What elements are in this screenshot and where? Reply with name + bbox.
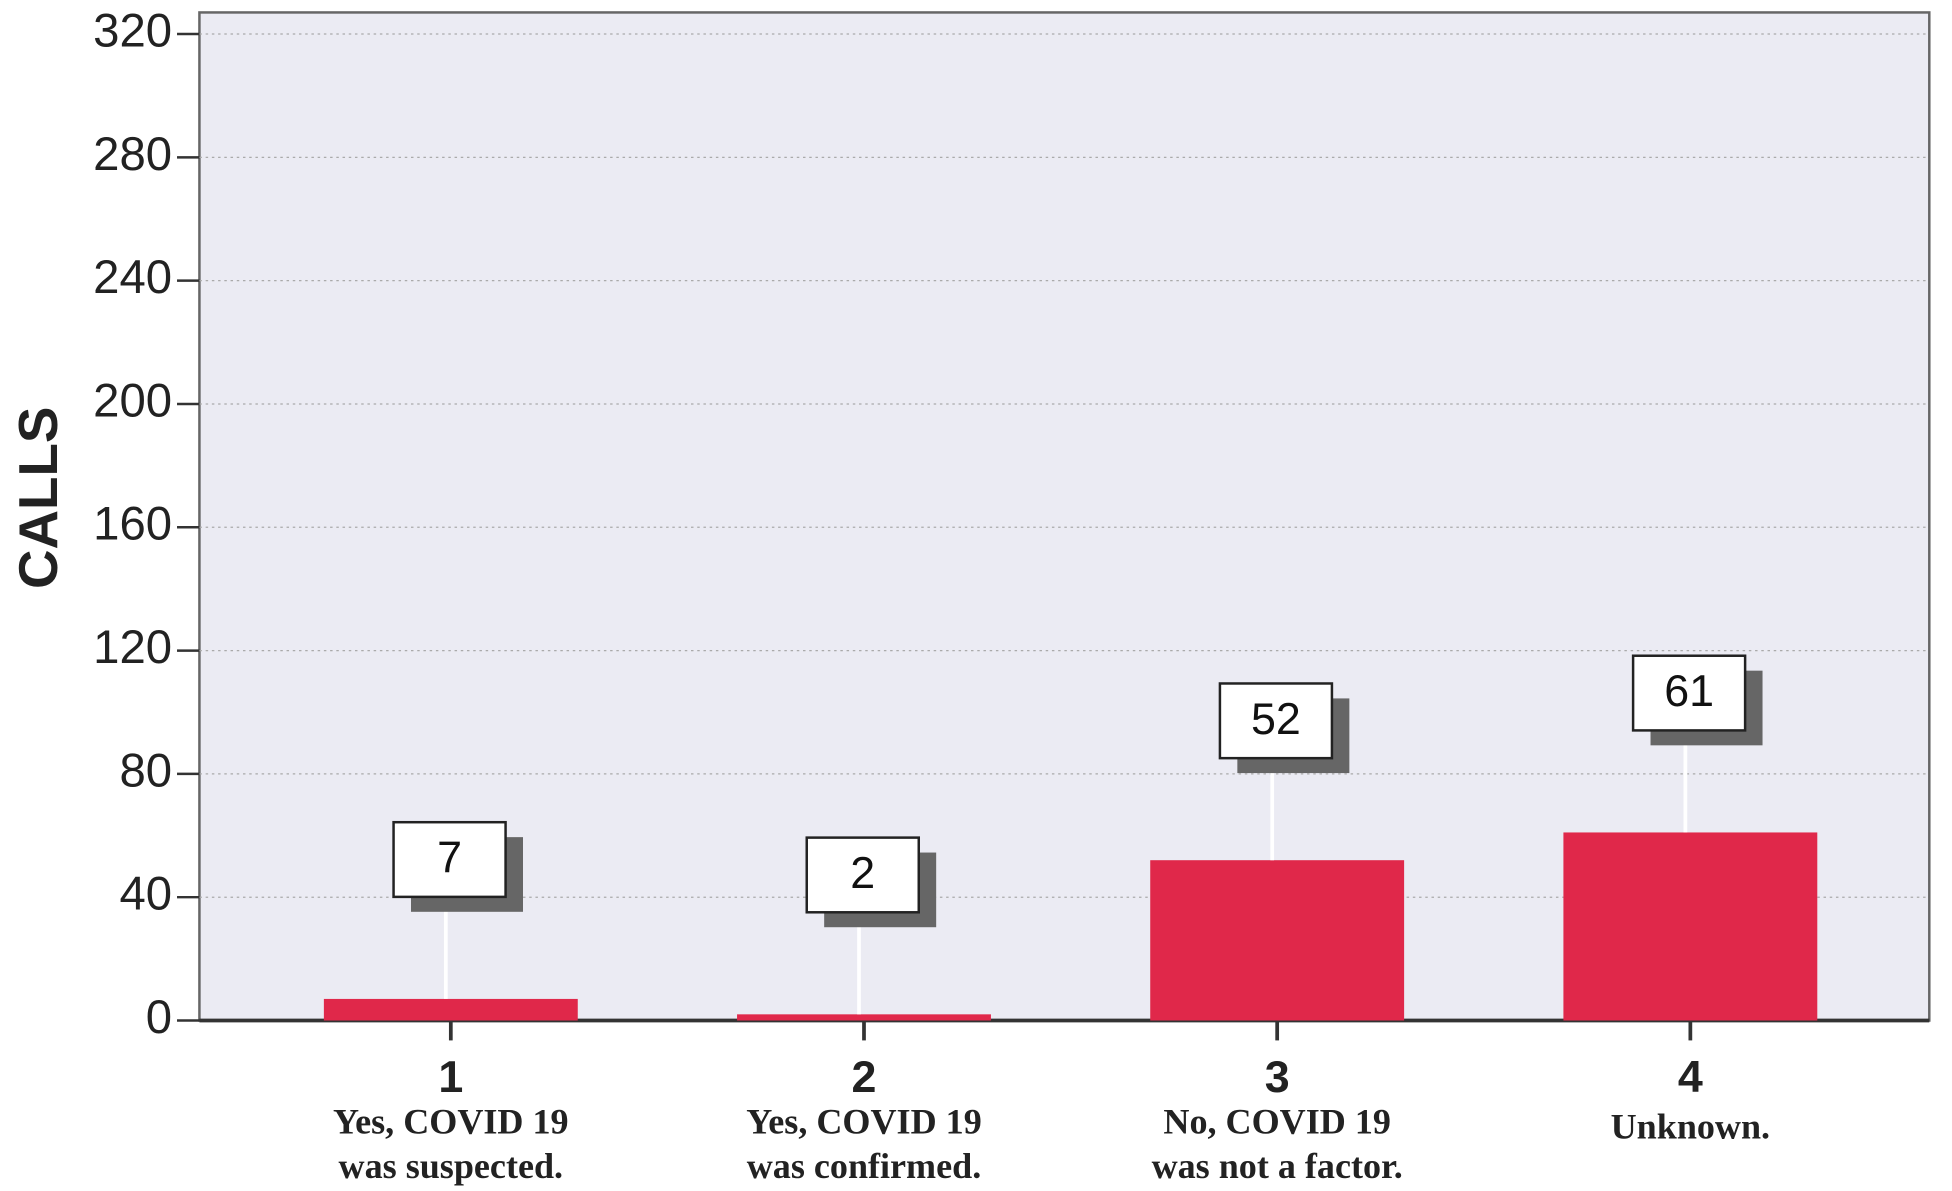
y-tick-label: 320 [93,5,172,58]
category-description: was suspected. [339,1146,564,1186]
y-tick-label: 280 [93,128,172,181]
x-tick-label: 4 [1678,1052,1703,1102]
value-label: 61 [1664,666,1714,716]
category-description: Yes, COVID 19 [746,1101,982,1141]
value-label: 52 [1251,694,1301,744]
label-box [392,820,507,899]
x-tick-label: 2 [852,1052,877,1102]
y-tick-label: 120 [93,621,172,674]
value-label: 2 [850,848,875,898]
category-description: Unknown. [1611,1106,1770,1146]
bar [737,1014,991,1021]
value-label: 7 [437,833,462,883]
y-tick-label: 160 [93,498,172,551]
x-tick-label: 1 [438,1052,463,1102]
y-axis-label: CALLS [7,407,69,589]
bar [1563,832,1818,1021]
x-tick-label: 3 [1265,1052,1290,1102]
bar [323,998,578,1021]
y-tick-label: 40 [119,868,172,921]
y-tick-label: 0 [146,991,172,1044]
label-box [805,836,920,914]
label-box [1218,682,1334,760]
bar [1150,860,1405,1021]
category-description: was confirmed. [747,1146,981,1186]
category-description: Yes, COVID 19 [333,1101,569,1141]
category-description: No, COVID 19 [1163,1101,1390,1141]
category-description: was not a factor. [1152,1146,1403,1186]
y-tick-label: 240 [93,251,172,304]
label-box [1631,654,1747,732]
y-tick-label: 80 [119,744,172,797]
y-tick-label: 200 [93,374,172,427]
